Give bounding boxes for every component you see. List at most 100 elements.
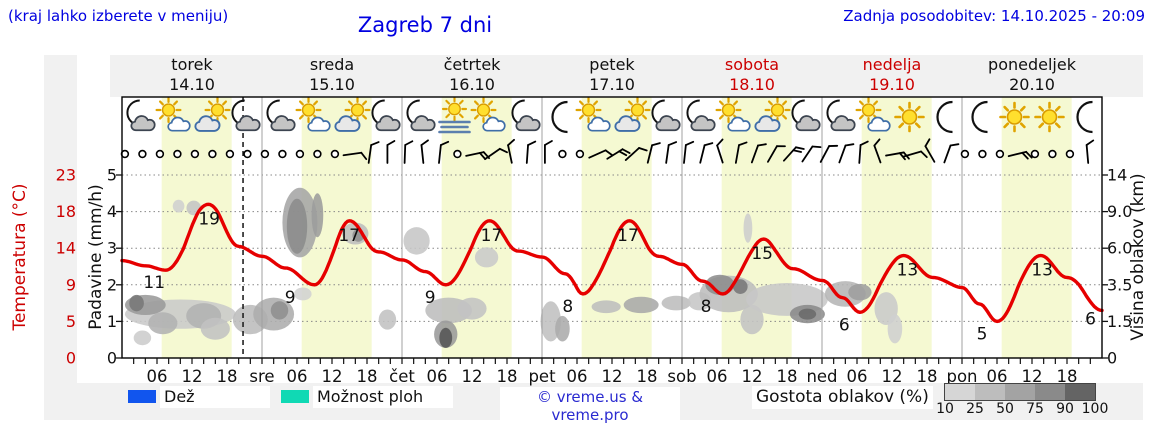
x-tick-label: 06 bbox=[147, 367, 168, 386]
weather-icon-moon-cloud bbox=[792, 100, 819, 130]
x-tick-label: 12 bbox=[742, 367, 763, 386]
density-gradient-segment bbox=[945, 384, 975, 400]
weather-icon-moon-cloud bbox=[372, 100, 399, 130]
temperature-value-label: 19 bbox=[198, 209, 220, 229]
wind-barb-icon bbox=[838, 143, 855, 164]
day-date: 20.10 bbox=[1009, 75, 1055, 94]
wind-barb-icon bbox=[873, 138, 882, 164]
wind-barb-icon bbox=[624, 147, 648, 161]
temp-tick-label: 0 bbox=[66, 349, 76, 368]
wind-barb-icon bbox=[646, 142, 661, 164]
cloud-blob bbox=[555, 315, 570, 342]
wind-calm-icon bbox=[453, 149, 462, 159]
temperature-value-label: 9 bbox=[285, 288, 296, 308]
x-tick-label: 18 bbox=[637, 367, 658, 386]
wind-calm-icon bbox=[138, 149, 147, 159]
cloud-blob bbox=[591, 300, 621, 314]
cloud-blob bbox=[311, 193, 324, 238]
temperature-value-label: 8 bbox=[701, 297, 712, 317]
weather-icon-moon-cloud bbox=[267, 100, 294, 130]
day-date: 19.10 bbox=[869, 75, 915, 94]
weather-icon-moon-cloud bbox=[127, 100, 154, 130]
showers-legend-swatch bbox=[281, 390, 309, 403]
density-value-label: 75 bbox=[1026, 401, 1044, 417]
showers-legend-label: Možnost ploh bbox=[313, 386, 453, 408]
cloud-blob bbox=[623, 296, 659, 314]
x-tick-label: sre bbox=[249, 367, 274, 386]
cloud-blob bbox=[172, 199, 185, 213]
density-gradient-segment bbox=[1065, 384, 1095, 400]
temperature-value-label: 6 bbox=[1085, 309, 1096, 329]
wind-calm-icon bbox=[260, 149, 270, 159]
temp-tick-label: 9 bbox=[66, 275, 76, 294]
wind-barb-icon bbox=[699, 142, 714, 164]
daylight-band bbox=[1001, 97, 1072, 358]
day-name: torek bbox=[171, 55, 213, 74]
wind-calm-icon bbox=[313, 149, 322, 159]
last-updated: Zadnja posodobitev: 14.10.2025 - 20:09 bbox=[843, 7, 1145, 25]
wind-barb-icon bbox=[819, 144, 839, 163]
wind-barb-icon bbox=[367, 141, 380, 164]
cloud-blob bbox=[286, 198, 308, 254]
precip-tick-label: 0 bbox=[107, 349, 117, 368]
wind-barb-icon bbox=[665, 141, 678, 164]
day-header-ponedeljek: ponedeljek 20.10 bbox=[962, 55, 1102, 97]
x-tick-label: ned bbox=[806, 367, 837, 386]
wind-calm-icon bbox=[1030, 149, 1040, 159]
cloud-blob bbox=[133, 330, 152, 346]
x-tick-label: 06 bbox=[847, 367, 868, 386]
cloud-blob bbox=[743, 213, 753, 243]
x-tick-label: 18 bbox=[217, 367, 238, 386]
cloud-height-tick-label: 0 bbox=[1107, 349, 1117, 368]
cloud-blob bbox=[200, 317, 230, 340]
wind-barb-icon bbox=[342, 151, 368, 161]
temp-tick-label: 18 bbox=[56, 202, 76, 221]
temp-tick-label: 14 bbox=[56, 239, 76, 258]
location-hint[interactable]: (kraj lahko izberete v meniju) bbox=[8, 7, 229, 25]
wind-barb-icon bbox=[716, 138, 724, 164]
temperature-value-label: 17 bbox=[617, 226, 639, 246]
day-header-četrtek: četrtek 16.10 bbox=[402, 55, 542, 97]
copyright-link[interactable]: © vreme.us & vreme.pro bbox=[500, 387, 680, 426]
wind-barb-icon bbox=[1007, 150, 1033, 160]
cloud-blob bbox=[733, 279, 748, 294]
x-tick-label: 06 bbox=[287, 367, 308, 386]
cloud-height-tick-label: 9.0 bbox=[1107, 202, 1132, 221]
wind-barb-icon bbox=[484, 147, 508, 161]
x-tick-label: 06 bbox=[987, 367, 1008, 386]
weather-icon-moon-cloud bbox=[687, 100, 714, 130]
weather-icon-moon-cloud bbox=[232, 100, 259, 130]
wind-calm-icon bbox=[155, 149, 165, 159]
wind-barb-icon bbox=[403, 140, 414, 164]
wind-calm-icon bbox=[558, 149, 567, 159]
day-header-nedelja: nedelja 19.10 bbox=[822, 55, 962, 97]
density-value-label: 10 bbox=[936, 401, 954, 417]
rain-legend-swatch bbox=[128, 390, 156, 403]
cloud-blob bbox=[740, 304, 764, 335]
x-tick-label: 18 bbox=[357, 367, 378, 386]
temperature-value-label: 17 bbox=[481, 226, 503, 246]
density-value-label: 50 bbox=[996, 401, 1014, 417]
day-header-sobota: sobota 18.10 bbox=[682, 55, 822, 97]
x-tick-label: čet bbox=[389, 367, 415, 386]
cloud-blob bbox=[798, 308, 817, 320]
rain-legend-label: Dež bbox=[160, 386, 270, 408]
wind-calm-icon bbox=[1048, 149, 1057, 159]
day-date: 17.10 bbox=[589, 75, 635, 94]
wind-barb-icon bbox=[924, 138, 936, 163]
x-tick-label: 12 bbox=[182, 367, 203, 386]
weather-icon-moon-cloud bbox=[407, 100, 434, 130]
day-header-petek: petek 17.10 bbox=[542, 55, 682, 97]
precip-tick-label: 4 bbox=[107, 202, 117, 221]
wind-barb-icon bbox=[782, 146, 805, 162]
wind-calm-icon bbox=[243, 149, 252, 159]
wind-barb-icon bbox=[420, 139, 429, 164]
wind-barb-icon bbox=[507, 138, 515, 164]
day-header-panel bbox=[110, 55, 1143, 97]
wind-calm-icon bbox=[208, 149, 217, 159]
wind-barb-icon bbox=[943, 143, 960, 164]
cloud-height-tick-label: 6.0 bbox=[1107, 239, 1132, 258]
x-tick-label: sob bbox=[667, 367, 696, 386]
